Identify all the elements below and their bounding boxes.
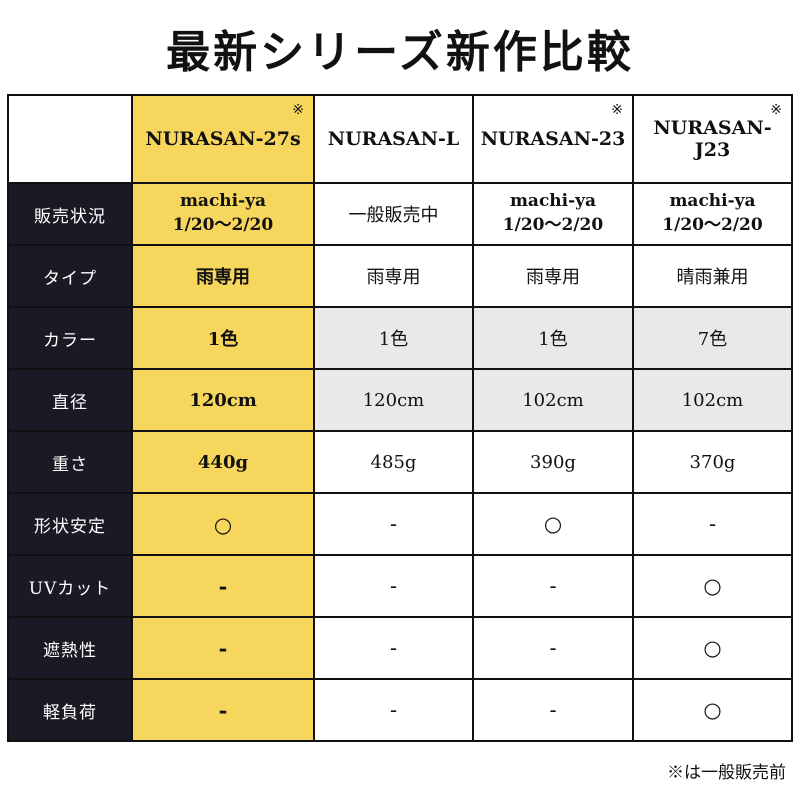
- cell-NURASAN-J23: ○: [632, 554, 793, 618]
- cell-NURASAN-23: machi-ya 1/20〜2/20: [472, 182, 634, 246]
- cell-NURASAN-L: 一般販売中: [313, 182, 474, 246]
- cell-NURASAN-27s: 120cm: [131, 368, 315, 432]
- product-name: NURASAN-23: [480, 128, 626, 150]
- cell-NURASAN-J23: 102cm: [632, 368, 793, 432]
- table-row: UVカット - - - ○: [7, 554, 793, 618]
- cell-line: 1/20〜2/20: [662, 215, 763, 235]
- comparison-table: ※ NURASAN-27s NURASAN-L ※ NURASAN-23 ※ N…: [7, 94, 793, 742]
- cell-NURASAN-J23: ○: [632, 678, 793, 742]
- cell-NURASAN-J23: machi-ya 1/20〜2/20: [632, 182, 793, 246]
- cell-NURASAN-23: 雨専用: [472, 244, 634, 308]
- cell-line: 1/20〜2/20: [502, 215, 604, 235]
- table-row: タイプ 雨専用 雨専用 雨専用 晴雨兼用: [7, 244, 793, 308]
- cell-NURASAN-23: -: [472, 616, 634, 680]
- product-name: NURASAN-27s: [145, 128, 301, 150]
- header-row: ※ NURASAN-27s NURASAN-L ※ NURASAN-23 ※ N…: [7, 94, 793, 184]
- cell-NURASAN-23: ○: [472, 492, 634, 556]
- table-row: 軽負荷 - - - ○: [7, 678, 793, 742]
- footnote: ※は一般販売前: [667, 763, 786, 783]
- cell-NURASAN-23: 102cm: [472, 368, 634, 432]
- pre-sale-mark: ※: [770, 102, 782, 118]
- cell-NURASAN-L: 1色: [313, 306, 474, 370]
- cell-NURASAN-27s: -: [131, 616, 315, 680]
- pre-sale-mark: ※: [292, 102, 304, 118]
- cell-NURASAN-L: -: [313, 554, 474, 618]
- cell-NURASAN-23: 390g: [472, 430, 634, 494]
- cell-line: 1/20〜2/20: [172, 215, 274, 235]
- row-label: 直径: [7, 368, 133, 432]
- cell-line: machi-ya: [179, 191, 267, 212]
- cell-NURASAN-27s: 1色: [131, 306, 315, 370]
- cell-NURASAN-27s: machi-ya 1/20〜2/20: [131, 182, 315, 246]
- cell-NURASAN-27s: 440g: [131, 430, 315, 494]
- cell-line: machi-ya: [509, 191, 597, 212]
- corner-cell: [7, 94, 133, 184]
- cell-NURASAN-27s: ○: [131, 492, 315, 556]
- cell-NURASAN-L: -: [313, 492, 474, 556]
- column-header-nurasan-27s: ※ NURASAN-27s: [131, 94, 315, 184]
- column-header-nurasan-j23: ※ NURASAN-J23: [632, 94, 793, 184]
- cell-NURASAN-23: -: [472, 678, 634, 742]
- cell-NURASAN-23: -: [472, 554, 634, 618]
- row-label: カラー: [7, 306, 133, 370]
- table-row: 遮熱性 - - - ○: [7, 616, 793, 680]
- cell-NURASAN-27s: -: [131, 554, 315, 618]
- page-title: 最新シリーズ新作比較: [166, 27, 634, 78]
- product-name: NURASAN-J23: [653, 117, 772, 161]
- cell-NURASAN-L: 485g: [313, 430, 474, 494]
- column-header-nurasan-23: ※ NURASAN-23: [472, 94, 634, 184]
- row-label: 重さ: [7, 430, 133, 494]
- table-row: 直径 120cm 120cm 102cm 102cm: [7, 368, 793, 432]
- row-label: 販売状況: [7, 182, 133, 246]
- cell-NURASAN-L: 雨専用: [313, 244, 474, 308]
- table-row: 販売状況 machi-ya 1/20〜2/20 一般販売中 machi-ya 1/20〜2…: [7, 182, 793, 246]
- comparison-table-body: 販売状況 machi-ya 1/20〜2/20 一般販売中 machi-ya 1/20〜2…: [7, 182, 793, 742]
- row-label: UVカット: [7, 554, 133, 618]
- cell-NURASAN-L: -: [313, 616, 474, 680]
- row-label: 軽負荷: [7, 678, 133, 742]
- table-row: 形状安定 ○ - ○ -: [7, 492, 793, 556]
- table-row: カラー 1色 1色 1色 7色: [7, 306, 793, 370]
- column-header-nurasan-l: NURASAN-L: [313, 94, 474, 184]
- cell-NURASAN-J23: 晴雨兼用: [632, 244, 793, 308]
- cell-NURASAN-L: -: [313, 678, 474, 742]
- cell-line: machi-ya: [669, 191, 756, 212]
- row-label: タイプ: [7, 244, 133, 308]
- cell-NURASAN-27s: 雨専用: [131, 244, 315, 308]
- cell-NURASAN-J23: ○: [632, 616, 793, 680]
- cell-NURASAN-J23: -: [632, 492, 793, 556]
- table-row: 重さ 440g 485g 390g 370g: [7, 430, 793, 494]
- cell-NURASAN-J23: 7色: [632, 306, 793, 370]
- cell-NURASAN-27s: -: [131, 678, 315, 742]
- pre-sale-mark: ※: [611, 102, 623, 118]
- cell-NURASAN-L: 120cm: [313, 368, 474, 432]
- row-label: 形状安定: [7, 492, 133, 556]
- cell-NURASAN-J23: 370g: [632, 430, 793, 494]
- product-name: NURASAN-L: [327, 128, 460, 150]
- row-label: 遮熱性: [7, 616, 133, 680]
- cell-NURASAN-23: 1色: [472, 306, 634, 370]
